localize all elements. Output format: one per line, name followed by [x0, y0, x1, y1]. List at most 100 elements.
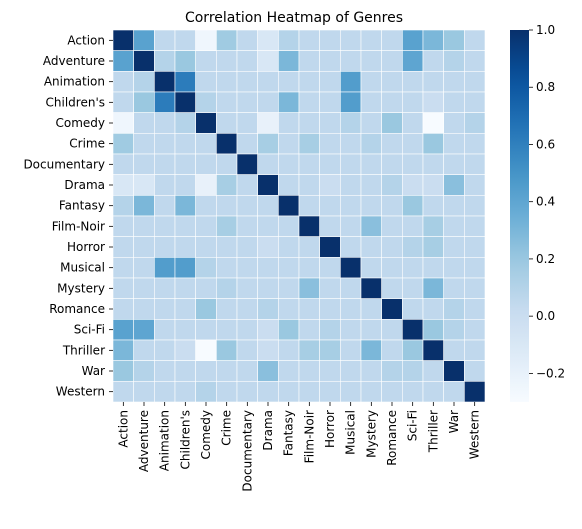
heatmap-cell [236, 71, 258, 93]
heatmap-cell [236, 236, 258, 258]
heatmap-cell [464, 339, 486, 361]
y-tick-label: Sci-Fi [74, 323, 105, 337]
x-tick-label: Romance [385, 410, 399, 466]
heatmap-cell [422, 339, 444, 361]
heatmap-cell [216, 277, 238, 299]
x-tick-label: War [447, 410, 461, 433]
heatmap-cell [360, 236, 382, 258]
heatmap-cell [112, 277, 134, 299]
heatmap-cell [174, 360, 196, 382]
heatmap-cell [154, 236, 176, 258]
heatmap-cell [257, 91, 279, 113]
heatmap-cell [340, 298, 362, 320]
heatmap-cell [381, 257, 403, 279]
heatmap-cell [195, 298, 217, 320]
heatmap-cell [257, 319, 279, 341]
heatmap-cell [216, 257, 238, 279]
heatmap-cell [236, 257, 258, 279]
heatmap-cell [257, 50, 279, 72]
heatmap-cell [402, 71, 424, 93]
x-tick-label: Animation [158, 410, 172, 471]
heatmap-cell [236, 298, 258, 320]
heatmap-cell [216, 174, 238, 196]
heatmap-cell [381, 112, 403, 134]
heatmap-cell [381, 29, 403, 51]
heatmap-cell [298, 215, 320, 237]
x-tick-label: Film-Noir [302, 410, 316, 463]
heatmap-cell [422, 298, 444, 320]
heatmap-cell [174, 29, 196, 51]
heatmap-cell [319, 91, 341, 113]
y-tick-label: Comedy [55, 116, 105, 130]
heatmap-cell [298, 381, 320, 403]
heatmap-cell [443, 339, 465, 361]
heatmap-cell [381, 277, 403, 299]
heatmap-cell [319, 236, 341, 258]
heatmap-cell [236, 50, 258, 72]
heatmap-cell [402, 133, 424, 155]
heatmap-cell [402, 339, 424, 361]
heatmap-cell [402, 112, 424, 134]
heatmap-cell [278, 91, 300, 113]
colorbar-tick-label: 0.0 [536, 309, 555, 323]
heatmap-cell [112, 195, 134, 217]
heatmap-cell [112, 381, 134, 403]
heatmap-cell [422, 112, 444, 134]
heatmap-cell [381, 339, 403, 361]
x-tick-label: Action [116, 410, 130, 448]
heatmap-cell [402, 153, 424, 175]
heatmap-cell [278, 195, 300, 217]
heatmap-cell [257, 71, 279, 93]
y-tick-label: Horror [67, 240, 105, 254]
x-tick-label: Mystery [364, 410, 378, 458]
x-tick-label: Children's [178, 410, 192, 469]
heatmap-cell [319, 112, 341, 134]
y-tick-label: Action [67, 33, 105, 47]
heatmap-cell [443, 236, 465, 258]
heatmap-cell [340, 71, 362, 93]
heatmap-cell [381, 153, 403, 175]
heatmap-cell [422, 50, 444, 72]
heatmap-cell [319, 339, 341, 361]
heatmap-cell [464, 153, 486, 175]
heatmap-cell [319, 174, 341, 196]
heatmap-cell [278, 50, 300, 72]
heatmap-cell [154, 153, 176, 175]
heatmap-cell [360, 381, 382, 403]
heatmap-cell [381, 133, 403, 155]
heatmap-cell [195, 277, 217, 299]
heatmap-cell [195, 112, 217, 134]
heatmap-cell [257, 133, 279, 155]
heatmap-cell [195, 71, 217, 93]
heatmap-cell [257, 277, 279, 299]
heatmap-cell [464, 112, 486, 134]
heatmap-cell [236, 112, 258, 134]
heatmap-cell [216, 339, 238, 361]
heatmap-cell [174, 236, 196, 258]
heatmap-cell [443, 112, 465, 134]
heatmap-cell [278, 277, 300, 299]
heatmap-cell [236, 381, 258, 403]
heatmap-cell [112, 153, 134, 175]
x-tick-label: Comedy [199, 410, 213, 460]
heatmap-cell [464, 381, 486, 403]
heatmap-cell [360, 71, 382, 93]
heatmap-cell [154, 319, 176, 341]
y-tick-label: Mystery [57, 281, 105, 295]
heatmap-cell [422, 257, 444, 279]
heatmap-cells [112, 29, 486, 403]
heatmap-cell [422, 381, 444, 403]
heatmap-cell [112, 257, 134, 279]
heatmap-cell [257, 174, 279, 196]
heatmap-cell [298, 236, 320, 258]
heatmap-cell [174, 381, 196, 403]
heatmap-cell [402, 298, 424, 320]
heatmap-cell [278, 236, 300, 258]
y-tick-label: Musical [60, 261, 105, 275]
heatmap-cell [174, 50, 196, 72]
heatmap-cell [443, 319, 465, 341]
heatmap-cell [133, 319, 155, 341]
colorbar: −0.2 0.0 0.2 0.4 0.6 0.8 1.0 [510, 23, 565, 402]
heatmap-cell [464, 298, 486, 320]
